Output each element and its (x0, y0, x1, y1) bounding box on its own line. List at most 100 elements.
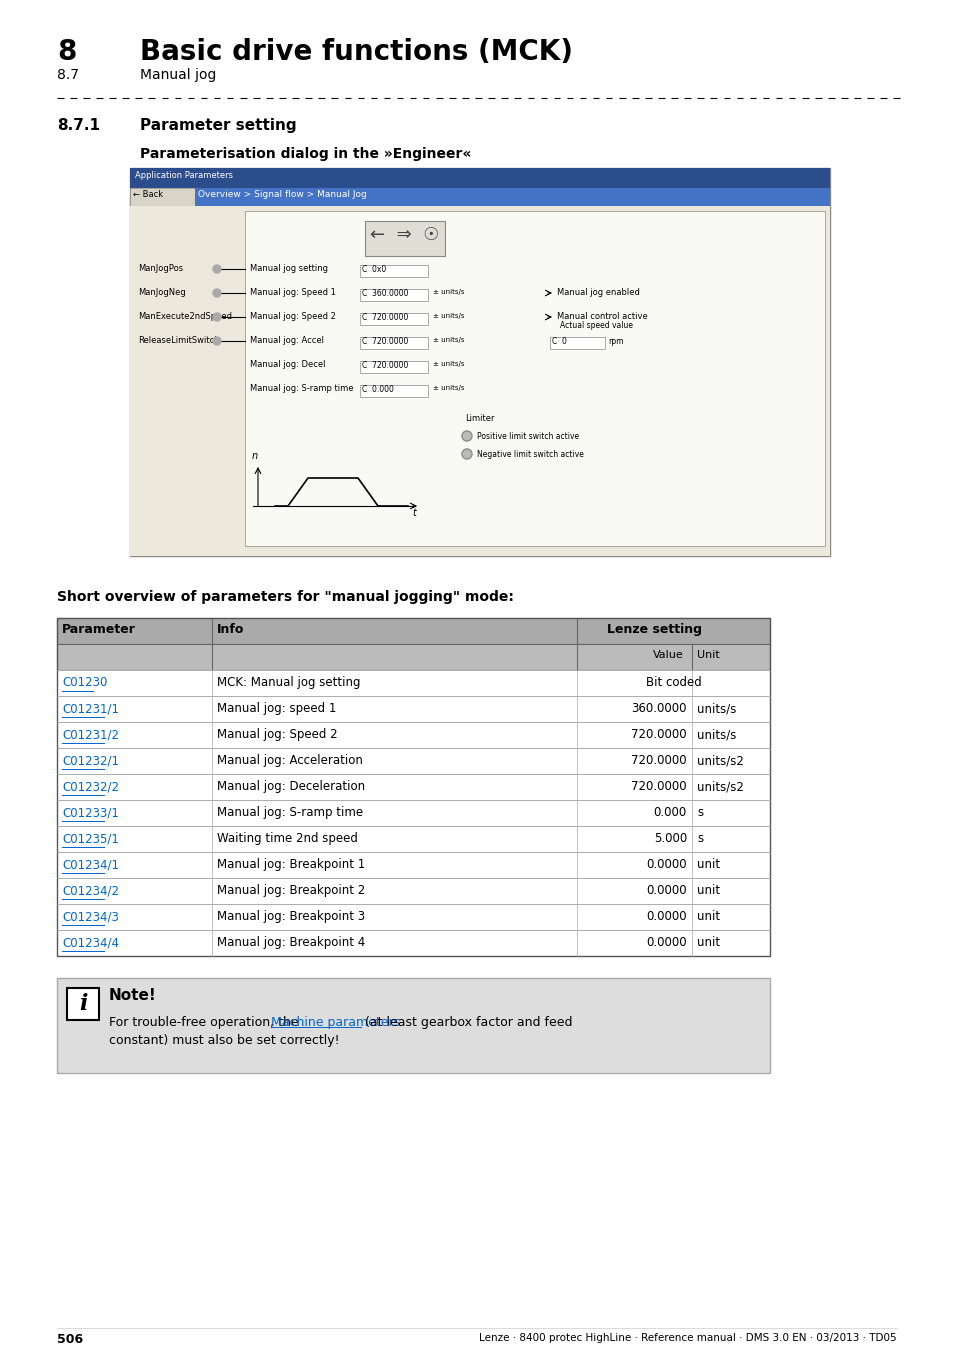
Bar (365, 221, 444, 256)
Text: C  720.0000: C 720.0000 (361, 313, 408, 323)
Text: 0.0000: 0.0000 (646, 936, 686, 949)
Bar (57, 904, 769, 930)
Bar (57, 618, 769, 956)
Text: unit: unit (697, 936, 720, 949)
Text: Note!: Note! (109, 988, 156, 1003)
Text: Manual jog enabled: Manual jog enabled (557, 288, 639, 297)
Text: s: s (697, 832, 702, 845)
Text: Manual control active: Manual control active (557, 312, 647, 321)
Text: Parameter: Parameter (62, 622, 135, 636)
Text: Manual jog: Decel: Manual jog: Decel (250, 360, 325, 369)
Text: 720.0000: 720.0000 (631, 780, 686, 792)
Text: Manual jog: Breakpoint 3: Manual jog: Breakpoint 3 (216, 910, 365, 923)
Text: Manual jog: Breakpoint 4: Manual jog: Breakpoint 4 (216, 936, 365, 949)
Text: ManJogPos: ManJogPos (138, 265, 183, 273)
Text: units/s: units/s (697, 702, 736, 716)
Text: ± units/s: ± units/s (433, 385, 464, 391)
Text: 8.7: 8.7 (57, 68, 79, 82)
Text: C  720.0000: C 720.0000 (361, 360, 408, 370)
Bar (57, 852, 769, 878)
Bar (245, 211, 824, 545)
Text: 8: 8 (57, 38, 76, 66)
Text: C01232/1: C01232/1 (62, 755, 119, 767)
Text: i: i (79, 994, 87, 1015)
Text: Manual jog: Deceleration: Manual jog: Deceleration (216, 780, 365, 792)
Bar (57, 801, 769, 826)
Circle shape (461, 431, 472, 441)
Text: (at least gearbox factor and feed: (at least gearbox factor and feed (361, 1017, 573, 1029)
Text: For trouble-free operation, the: For trouble-free operation, the (109, 1017, 302, 1029)
Text: unit: unit (697, 859, 720, 871)
Text: Manual jog: S-ramp time: Manual jog: S-ramp time (216, 806, 363, 819)
Text: Manual jog: Accel: Manual jog: Accel (250, 336, 324, 346)
Text: Machine parameters: Machine parameters (271, 1017, 399, 1029)
Bar (550, 338, 604, 350)
Bar (57, 722, 769, 748)
Text: 720.0000: 720.0000 (631, 728, 686, 741)
Bar (130, 207, 829, 556)
Bar (57, 878, 769, 904)
Text: Basic drive functions (MCK): Basic drive functions (MCK) (140, 38, 573, 66)
Text: units/s2: units/s2 (697, 780, 743, 792)
Text: ± units/s: ± units/s (433, 338, 464, 343)
Bar (57, 670, 769, 697)
Text: C  0.000: C 0.000 (361, 385, 394, 394)
Text: Manual jog: S-ramp time: Manual jog: S-ramp time (250, 383, 354, 393)
Text: Unit: Unit (697, 649, 719, 660)
Text: 360.0000: 360.0000 (631, 702, 686, 716)
Bar (57, 618, 769, 644)
Text: ReleaseLimitSwitch: ReleaseLimitSwitch (138, 336, 219, 346)
Text: 506: 506 (57, 1332, 83, 1346)
Circle shape (461, 450, 472, 459)
Bar (67, 988, 99, 1021)
Bar (130, 188, 194, 207)
Text: Manual jog: Speed 2: Manual jog: Speed 2 (216, 728, 337, 741)
Bar (57, 697, 769, 722)
Text: 720.0000: 720.0000 (631, 755, 686, 767)
Bar (359, 289, 428, 301)
Text: Lenze setting: Lenze setting (606, 622, 701, 636)
Text: C01231/1: C01231/1 (62, 702, 119, 716)
Text: Negative limit switch active: Negative limit switch active (476, 450, 583, 459)
Text: Positive limit switch active: Positive limit switch active (476, 432, 578, 441)
Text: 5.000: 5.000 (653, 832, 686, 845)
Bar (359, 338, 428, 350)
Text: Manual jog: Breakpoint 1: Manual jog: Breakpoint 1 (216, 859, 365, 871)
Text: 0.0000: 0.0000 (646, 859, 686, 871)
Bar (194, 188, 829, 207)
Text: C01232/2: C01232/2 (62, 780, 119, 792)
Text: ± units/s: ± units/s (433, 360, 464, 367)
Text: 0.000: 0.000 (653, 806, 686, 819)
Text: Manual jog: Breakpoint 2: Manual jog: Breakpoint 2 (216, 884, 365, 896)
Text: Value: Value (653, 649, 683, 660)
Text: C  720.0000: C 720.0000 (361, 338, 408, 346)
Text: C  0: C 0 (552, 338, 566, 346)
Text: Info: Info (216, 622, 244, 636)
Text: ± units/s: ± units/s (433, 313, 464, 319)
Text: Lenze · 8400 protec HighLine · Reference manual · DMS 3.0 EN · 03/2013 · TD05: Lenze · 8400 protec HighLine · Reference… (478, 1332, 896, 1343)
Text: C  0x0: C 0x0 (361, 265, 386, 274)
Bar (359, 385, 428, 397)
Text: ± units/s: ± units/s (433, 289, 464, 296)
Text: 0.0000: 0.0000 (646, 910, 686, 923)
Bar (57, 748, 769, 774)
Text: n: n (252, 451, 258, 460)
Text: unit: unit (697, 910, 720, 923)
Bar (130, 167, 829, 556)
Bar (130, 167, 829, 188)
Text: MCK: Manual jog setting: MCK: Manual jog setting (216, 676, 360, 688)
Bar (57, 826, 769, 852)
Text: ←  ⇒  ☉: ← ⇒ ☉ (370, 225, 439, 244)
Text: C01233/1: C01233/1 (62, 806, 119, 819)
Text: C01234/4: C01234/4 (62, 936, 119, 949)
Text: ← Back: ← Back (132, 190, 163, 198)
Text: C01234/3: C01234/3 (62, 910, 119, 923)
Text: Manual jog: Manual jog (140, 68, 216, 82)
Text: C  360.0000: C 360.0000 (361, 289, 408, 298)
Text: Manual jog: Speed 2: Manual jog: Speed 2 (250, 312, 335, 321)
Bar (57, 774, 769, 801)
Text: Parameterisation dialog in the »Engineer«: Parameterisation dialog in the »Engineer… (140, 147, 471, 161)
Text: Short overview of parameters for "manual jogging" mode:: Short overview of parameters for "manual… (57, 590, 514, 603)
Text: constant) must also be set correctly!: constant) must also be set correctly! (109, 1034, 339, 1048)
Text: 8.7.1: 8.7.1 (57, 117, 100, 134)
